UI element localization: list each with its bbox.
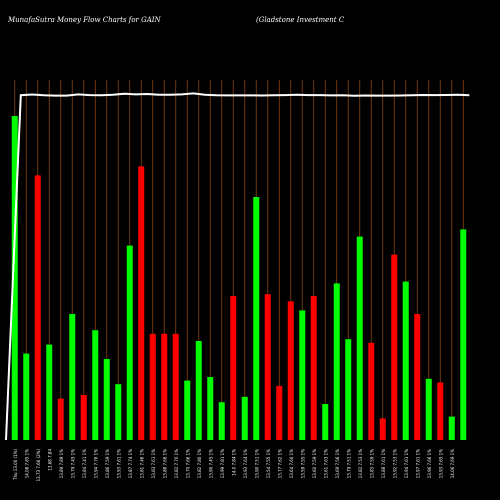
money-flow-bar (92, 330, 99, 440)
x-tick-label: 13.73 7.66 (2%) (36, 449, 41, 482)
money-flow-bar (460, 229, 467, 440)
money-flow-bar (195, 341, 202, 440)
money-flow-bar (391, 254, 398, 440)
x-tick-label: 13.88 7.61 1% (381, 449, 386, 478)
money-flow-bar (184, 380, 191, 440)
x-tick-label: 13.99 7.81 1% (220, 449, 225, 478)
money-flow-bar (322, 404, 329, 440)
x-tick-label: 13.69 7.56 1% (335, 449, 340, 478)
money-flow-bar (230, 296, 237, 440)
x-tick-label: 13.79 7.51 1% (346, 449, 351, 478)
x-tick-label: 14.08 7.85 1% (24, 449, 29, 478)
x-tick-label: 13.82 7.70 1% (174, 449, 179, 478)
money-flow-bar (264, 294, 271, 440)
money-flow-bar (241, 396, 248, 440)
money-flow-bar (299, 310, 306, 440)
money-flow-bar (287, 301, 294, 440)
price-line (5, 92, 470, 441)
money-flow-bar (69, 314, 76, 440)
x-tick-label: 13.86 7.59 1% (105, 449, 110, 478)
x-tick-label: 13.60 7.59 1% (312, 449, 317, 478)
money-flow-bar (207, 377, 214, 440)
x-tick-label: 13.64 7.60 1% (289, 449, 294, 478)
money-flow-bar (103, 359, 110, 440)
x-tick-label: 13.96 7.66 1% (427, 449, 432, 478)
money-flow-bar (345, 339, 352, 440)
chart-title: MunafaSutra Money Flow Charts for GAIN (7, 16, 162, 24)
money-flow-bar (379, 418, 386, 440)
money-flow-bar (437, 382, 444, 440)
money-flow-bar (46, 344, 53, 440)
x-tick-label: 13.83 7.61 1% (151, 449, 156, 478)
x-tick-label: 13.83 7.59 1% (369, 449, 374, 478)
x-tick-label: 14.06 7.69 1% (450, 449, 455, 478)
x-tick-label: 13.94 7.61 1% (404, 449, 409, 478)
x-tick-label: 13.87 7.74 1% (128, 449, 133, 478)
money-flow-bar (356, 236, 363, 440)
x-tick-label: 13.90 7.45 1% (208, 449, 213, 478)
x-tick-label: 13.88 7.66 1% (162, 449, 167, 478)
money-flow-bar (172, 333, 179, 440)
x-tick-label: 13.93 7.61 1% (116, 449, 121, 478)
x-tick-label: 13.97 7.61 1% (415, 449, 420, 478)
money-flow-bar (253, 197, 260, 440)
x-tick-label: 13.70 7.66 1% (185, 449, 190, 478)
money-flow-bar (425, 378, 432, 440)
x-tick-label: 13.68 7.84 (47, 449, 52, 471)
x-tick-label: 13.82 7.80 1% (197, 449, 202, 478)
x-tick-label: 13.77 7.62 1% (277, 449, 282, 478)
money-flow-bar (149, 333, 156, 440)
chart-subtitle: (Gladstone Investment C (256, 16, 345, 24)
x-tick-labels: Thu 13.00 (1%) 14.08 7.85 1% 13.73 7.66 (2… (13, 449, 455, 482)
x-tick-label: 13.82 7.53 1% (358, 449, 363, 478)
money-flow-bars (11, 116, 467, 440)
x-tick-label: 13.93 7.65 1% (438, 449, 443, 478)
x-tick-label: 13.92 7.53 1% (392, 449, 397, 478)
money-flow-bar (34, 175, 41, 440)
money-flow-bar (276, 386, 283, 440)
money-flow-bar (402, 281, 409, 440)
money-flow-bar (11, 116, 18, 440)
money-flow-bar (414, 314, 421, 440)
money-flow-bar (333, 283, 340, 440)
x-tick-label: 13.59 7.55 1% (300, 449, 305, 478)
x-tick-label: 13.81 7.46 1% (139, 449, 144, 478)
money-flow-bar (161, 333, 168, 440)
x-tick-label: 13.93 7.64 1% (243, 449, 248, 478)
money-flow-bar (138, 166, 145, 440)
x-tick-label: 13.90 7.51 1% (254, 449, 259, 478)
money-flow-bar (310, 296, 317, 440)
x-tick-label: 13.89 7.89 1% (59, 449, 64, 478)
money-flow-bar (80, 395, 87, 440)
x-tick-label: 13.84 7.41 1% (82, 449, 87, 478)
x-tick-label: 14.0 7.84 1% (231, 449, 236, 476)
x-tick-label: 13.79 7.45 1% (70, 449, 75, 478)
money-flow-bar (115, 384, 122, 440)
x-tick-label: 13.94 7.76 1% (93, 449, 98, 478)
x-tick-label: 13.54 7.55 1% (266, 449, 271, 478)
x-tick-label: Thu 13.00 (1%) (13, 449, 18, 481)
money-flow-bar (218, 402, 225, 440)
money-flow-bar (23, 353, 30, 440)
money-flow-bar (126, 245, 133, 440)
money-flow-bar (368, 342, 375, 440)
x-tick-label: 13.61 7.63 1% (323, 449, 328, 478)
money-flow-bar (57, 398, 64, 440)
money-flow-bar (448, 416, 455, 440)
